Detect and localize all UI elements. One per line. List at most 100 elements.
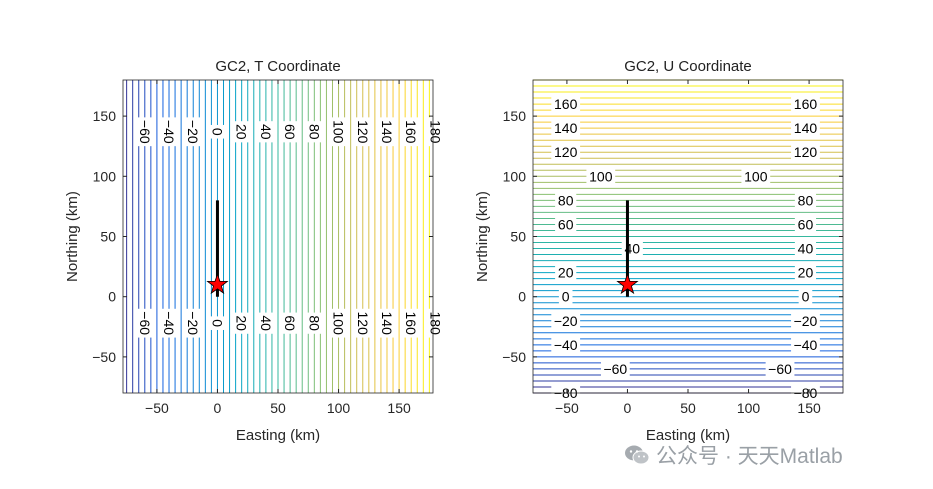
contour-label-bg xyxy=(185,308,201,338)
contour-label-bg xyxy=(551,120,581,136)
y-tick-label: 150 xyxy=(503,108,527,124)
y-axis-label: Northing (km) xyxy=(474,191,491,282)
contour-label-bg xyxy=(551,144,581,160)
contour-label: −20 xyxy=(551,313,581,329)
contour-label-text: −20 xyxy=(554,313,578,329)
contour-label-text: 100 xyxy=(589,168,613,184)
y-tick-label: 50 xyxy=(510,229,526,245)
contour-label-text: −40 xyxy=(794,337,818,353)
contour-label: 120 xyxy=(355,117,371,147)
contour-label-text: 20 xyxy=(798,265,814,281)
contour-label: −60 xyxy=(137,117,153,147)
contour-label-bg xyxy=(379,308,395,338)
y-tick-label: 0 xyxy=(108,289,116,305)
contour-label-bg xyxy=(427,117,443,147)
contour-label: −60 xyxy=(137,308,153,338)
contour-label-text: 180 xyxy=(427,120,443,144)
contour-label-bg xyxy=(794,241,817,257)
contour-label: 80 xyxy=(306,121,322,143)
contour-label-bg xyxy=(427,308,443,338)
contour-label-bg xyxy=(306,312,322,334)
contour-label-bg xyxy=(794,265,817,281)
contour-label-text: 80 xyxy=(306,315,322,331)
contour-label-text: −40 xyxy=(161,311,177,335)
contour-label-text: −60 xyxy=(768,361,792,377)
contour-label: 140 xyxy=(791,120,820,136)
contour-label: 20 xyxy=(794,265,817,281)
contour-label-text: 160 xyxy=(403,311,419,335)
contour-label: 0 xyxy=(798,289,813,305)
contour-label-text: 80 xyxy=(798,192,814,208)
contour-label-bg xyxy=(403,117,419,147)
contour-label-bg xyxy=(798,289,813,305)
contour-label: −40 xyxy=(551,337,581,353)
contour-label-bg xyxy=(600,361,630,377)
chart-title: GC2, T Coordinate xyxy=(215,58,340,75)
contour-label-text: 40 xyxy=(258,315,274,331)
y-tick-label: −50 xyxy=(502,349,526,365)
contour-label-text: −20 xyxy=(185,311,201,335)
contour-label: 0 xyxy=(209,316,225,330)
contour-label: −20 xyxy=(185,308,201,338)
contour-label: 20 xyxy=(234,312,250,334)
contour-label-text: 0 xyxy=(802,289,810,305)
contour-label: −40 xyxy=(161,308,177,338)
contour-label-bg xyxy=(185,117,201,147)
contour-label: 160 xyxy=(791,96,820,112)
contour-label-bg xyxy=(791,120,820,136)
contour-label-bg xyxy=(161,308,177,338)
watermark: 公众号 · 天天Matlab xyxy=(624,440,843,470)
contour-label-text: 100 xyxy=(744,168,768,184)
contour-label-text: −40 xyxy=(161,120,177,144)
contour-label-text: 100 xyxy=(331,120,347,144)
contour-label-text: 80 xyxy=(558,192,574,208)
contour-label: 40 xyxy=(794,241,817,257)
x-tick-label: 150 xyxy=(797,400,821,416)
watermark-text: 公众号 · 天天Matlab xyxy=(656,445,843,468)
contour-label-text: −40 xyxy=(554,337,578,353)
x-tick-label: 100 xyxy=(737,400,761,416)
contour-label-text: −60 xyxy=(137,120,153,144)
contour-label: 140 xyxy=(379,117,395,147)
contour-label-bg xyxy=(791,144,820,160)
contour-label-text: 20 xyxy=(234,315,250,331)
contour-label: 0 xyxy=(558,289,573,305)
contour-label-text: 0 xyxy=(209,319,225,327)
contour-label: −40 xyxy=(791,337,820,353)
contour-label: 140 xyxy=(551,120,581,136)
x-tick-label: 0 xyxy=(214,400,222,416)
contour-label-bg xyxy=(282,121,298,143)
contour-label-text: 120 xyxy=(355,311,371,335)
contour-label: 160 xyxy=(403,308,419,338)
contour-label-text: 140 xyxy=(379,311,395,335)
contour-label: 80 xyxy=(555,192,577,208)
contour-label-bg xyxy=(282,312,298,334)
contour-label-bg xyxy=(379,117,395,147)
contour-label: 180 xyxy=(427,308,443,338)
contour-label-bg xyxy=(794,216,817,232)
contour-label-text: 0 xyxy=(209,128,225,136)
contour-label-bg xyxy=(558,289,573,305)
contour-label-text: 140 xyxy=(554,120,578,136)
contour-label-text: 0 xyxy=(562,289,570,305)
contour-label-text: 140 xyxy=(794,120,818,136)
contour-label: 80 xyxy=(794,192,817,208)
contour-label-bg xyxy=(403,308,419,338)
chart-title: GC2, U Coordinate xyxy=(624,58,752,75)
contour-label-bg xyxy=(355,308,371,338)
x-tick-label: 50 xyxy=(680,400,696,416)
contour-label: 60 xyxy=(794,216,817,232)
contour-label: −40 xyxy=(161,117,177,147)
contour-label: 120 xyxy=(355,308,371,338)
contour-label-bg xyxy=(741,168,771,184)
contour-label-text: 60 xyxy=(282,124,298,140)
contour-label-text: 160 xyxy=(403,120,419,144)
contour-label-bg xyxy=(234,312,250,334)
contour-label: 120 xyxy=(791,144,820,160)
contour-label-bg xyxy=(551,96,581,112)
contour-label-bg xyxy=(306,121,322,143)
x-tick-label: −50 xyxy=(555,400,579,416)
contour-label-bg xyxy=(791,337,820,353)
contour-label: 60 xyxy=(282,312,298,334)
contour-label: 100 xyxy=(586,168,616,184)
